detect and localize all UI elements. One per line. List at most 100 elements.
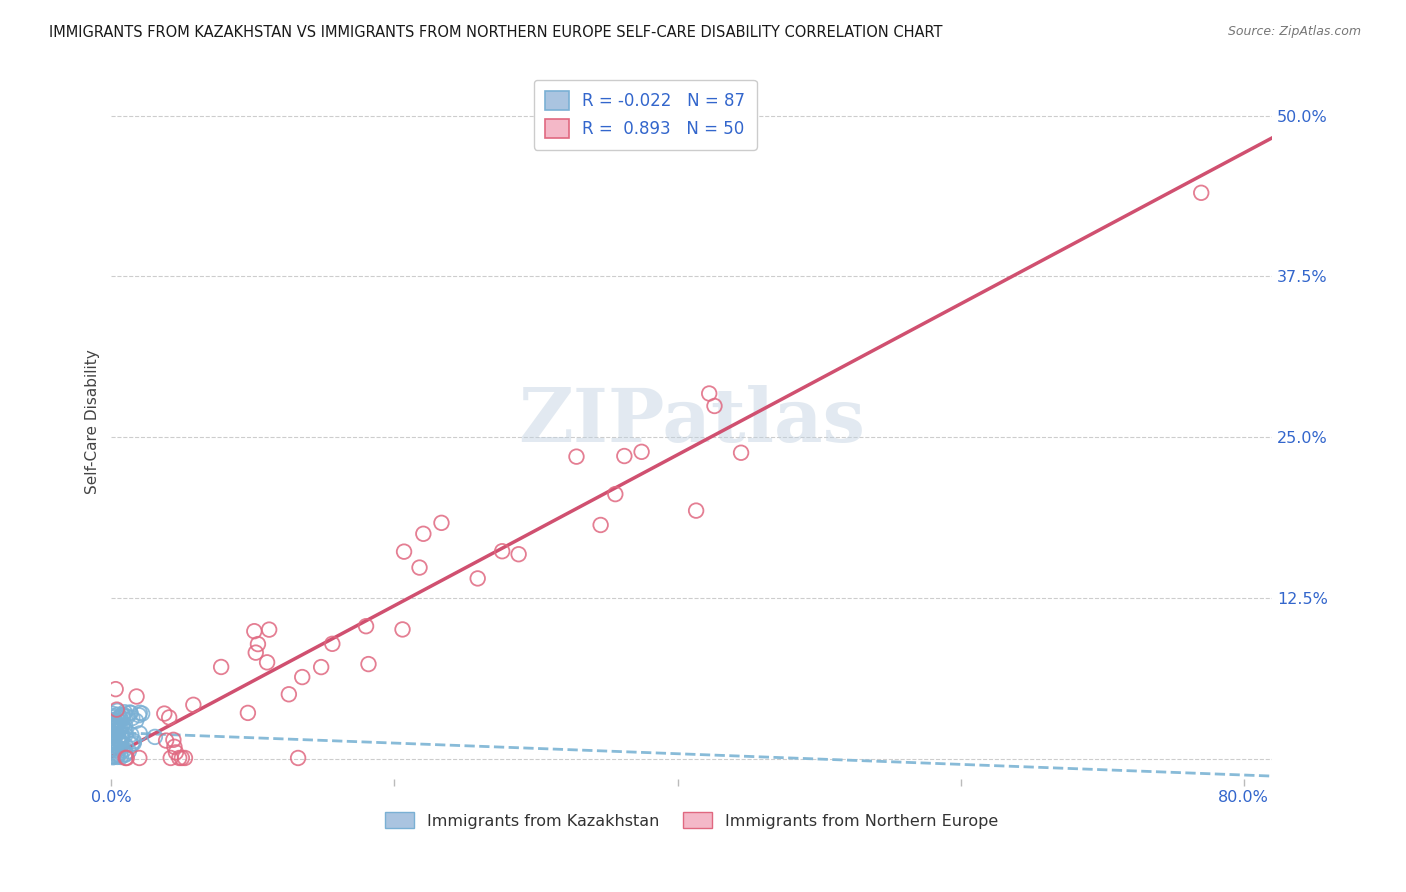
Point — [246, 637, 269, 651]
Point — [125, 714, 148, 728]
Point — [117, 709, 139, 723]
Point — [108, 710, 131, 724]
Point — [105, 703, 128, 717]
Point — [111, 708, 134, 723]
Point — [170, 751, 193, 765]
Point — [589, 518, 612, 533]
Point — [114, 747, 136, 761]
Point — [245, 646, 267, 660]
Point — [430, 516, 453, 530]
Point — [321, 637, 343, 651]
Point — [111, 708, 134, 723]
Point — [103, 733, 125, 747]
Point — [103, 713, 125, 727]
Point — [101, 741, 124, 756]
Point — [107, 741, 129, 756]
Point — [101, 720, 124, 734]
Point — [101, 714, 124, 728]
Point — [277, 687, 299, 701]
Point — [101, 709, 124, 723]
Point — [110, 721, 132, 735]
Point — [105, 726, 128, 740]
Point — [105, 716, 128, 731]
Point — [105, 716, 128, 731]
Point — [112, 707, 135, 722]
Point — [114, 747, 136, 762]
Point — [125, 690, 148, 704]
Point — [613, 449, 636, 463]
Text: Source: ZipAtlas.com: Source: ZipAtlas.com — [1227, 25, 1361, 38]
Point — [107, 747, 129, 762]
Point — [103, 718, 125, 732]
Point — [111, 728, 134, 742]
Point — [103, 737, 125, 751]
Point — [110, 735, 132, 749]
Point — [107, 731, 129, 746]
Point — [165, 746, 187, 760]
Point — [103, 710, 125, 724]
Point — [1189, 186, 1212, 200]
Point — [101, 726, 124, 740]
Point — [105, 747, 128, 761]
Point — [159, 751, 181, 765]
Point — [155, 733, 177, 747]
Point — [467, 571, 489, 585]
Point — [143, 730, 166, 744]
Point — [111, 720, 134, 734]
Point — [114, 751, 136, 765]
Point — [163, 739, 186, 754]
Point — [108, 710, 131, 724]
Point — [108, 723, 131, 738]
Point — [157, 710, 180, 724]
Point — [104, 720, 127, 734]
Point — [110, 738, 132, 752]
Point — [153, 706, 176, 721]
Point — [391, 623, 413, 637]
Point — [183, 698, 205, 712]
Point — [107, 714, 129, 728]
Point — [114, 705, 136, 719]
Point — [110, 746, 132, 760]
Point — [287, 751, 309, 765]
Point — [108, 722, 131, 736]
Point — [115, 751, 138, 765]
Point — [508, 547, 530, 561]
Point — [101, 706, 124, 721]
Point — [105, 743, 128, 757]
Point — [114, 718, 136, 732]
Point — [209, 660, 232, 674]
Point — [101, 729, 124, 743]
Point — [104, 742, 127, 756]
Point — [121, 737, 143, 751]
Point — [110, 750, 132, 764]
Point — [105, 723, 128, 738]
Legend: Immigrants from Kazakhstan, Immigrants from Northern Europe: Immigrants from Kazakhstan, Immigrants f… — [380, 805, 1004, 835]
Point — [101, 750, 124, 764]
Point — [112, 712, 135, 726]
Point — [104, 723, 127, 738]
Point — [112, 743, 135, 757]
Point — [108, 710, 131, 724]
Point — [103, 714, 125, 729]
Point — [256, 656, 278, 670]
Point — [131, 706, 153, 721]
Point — [111, 718, 134, 732]
Point — [162, 732, 184, 747]
Point — [392, 544, 415, 558]
Point — [174, 751, 197, 765]
Point — [101, 736, 124, 750]
Point — [408, 560, 430, 574]
Point — [104, 730, 127, 744]
Point — [105, 739, 128, 753]
Point — [167, 751, 190, 765]
Text: IMMIGRANTS FROM KAZAKHSTAN VS IMMIGRANTS FROM NORTHERN EUROPE SELF-CARE DISABILI: IMMIGRANTS FROM KAZAKHSTAN VS IMMIGRANTS… — [49, 25, 942, 40]
Point — [105, 748, 128, 763]
Point — [114, 728, 136, 742]
Point — [128, 751, 150, 765]
Point — [243, 624, 266, 639]
Point — [115, 739, 138, 753]
Point — [101, 733, 124, 747]
Point — [111, 731, 134, 746]
Point — [565, 450, 588, 464]
Point — [111, 731, 134, 746]
